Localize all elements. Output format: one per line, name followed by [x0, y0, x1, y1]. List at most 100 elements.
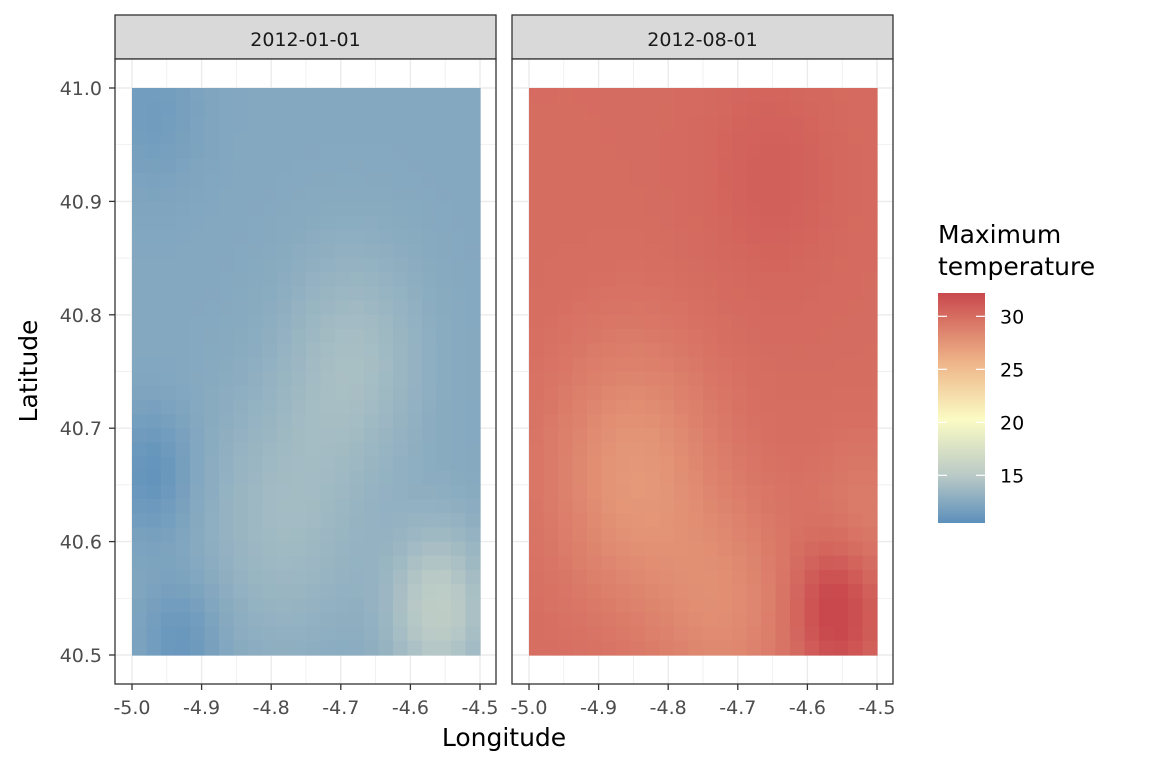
heatmap-cell — [407, 513, 423, 529]
heatmap-cell — [393, 428, 409, 443]
heatmap-cell — [291, 300, 307, 316]
heatmap-cell — [717, 470, 733, 486]
heatmap-cell — [335, 442, 351, 458]
heatmap-cell — [819, 555, 835, 571]
heatmap-cell — [161, 173, 177, 188]
heatmap-cell — [335, 598, 351, 614]
heatmap-cell — [378, 626, 394, 642]
heatmap-cell — [587, 357, 603, 373]
heatmap-cell — [717, 272, 733, 288]
heatmap-cell — [819, 541, 835, 557]
heatmap-cell — [746, 328, 762, 344]
heatmap-cell — [601, 428, 617, 443]
heatmap-cell — [146, 272, 162, 288]
heatmap-cell — [233, 357, 249, 373]
heatmap-cell — [132, 371, 148, 387]
heatmap-cell — [175, 399, 191, 415]
heatmap-cell — [862, 484, 878, 500]
heatmap-cell — [219, 173, 235, 188]
heatmap-cell — [262, 300, 278, 316]
heatmap-cell — [717, 173, 733, 188]
heatmap-cell — [233, 201, 249, 217]
heatmap-cell — [804, 484, 820, 500]
heatmap-cell — [233, 555, 249, 571]
heatmap-cell — [132, 626, 148, 642]
heatmap-cell — [862, 399, 878, 415]
heatmap-cell — [659, 187, 675, 202]
heatmap-cell — [465, 144, 481, 160]
heatmap-cell — [465, 470, 481, 486]
heatmap-cell — [529, 569, 545, 585]
heatmap-cell — [790, 88, 806, 103]
heatmap-cell — [190, 201, 206, 217]
heatmap-cell — [833, 456, 849, 472]
heatmap-cell — [543, 357, 559, 373]
heatmap-cell — [848, 640, 864, 656]
heatmap-cell — [248, 470, 264, 486]
heatmap-cell — [601, 442, 617, 458]
heatmap-cell — [378, 201, 394, 217]
heatmap-cell — [688, 555, 704, 571]
heatmap-cell — [558, 640, 574, 656]
heatmap-cell — [674, 314, 690, 330]
heatmap-cell — [587, 229, 603, 245]
heatmap-cell — [862, 229, 878, 245]
heatmap-cell — [572, 385, 588, 401]
heatmap-cell — [204, 272, 220, 288]
heatmap-cell — [262, 456, 278, 472]
heatmap-cell — [364, 584, 380, 599]
heatmap-cell — [320, 484, 336, 500]
heatmap-cell — [688, 258, 704, 273]
heatmap-cell — [248, 527, 264, 543]
y-axis-title: Latitude — [14, 320, 43, 423]
heatmap-cell — [451, 243, 467, 259]
heatmap-cell — [219, 328, 235, 344]
heatmap-cell — [364, 569, 380, 585]
heatmap-cell — [219, 357, 235, 373]
heatmap-cell — [393, 385, 409, 401]
heatmap-cell — [146, 187, 162, 202]
heatmap-cell — [775, 499, 791, 514]
heatmap-cell — [335, 385, 351, 401]
heatmap-cell — [862, 272, 878, 288]
heatmap-cell — [616, 187, 632, 202]
heatmap-cell — [804, 470, 820, 486]
heatmap-cell — [465, 215, 481, 231]
heatmap-cell — [465, 569, 481, 585]
heatmap-cell — [407, 187, 423, 202]
heatmap-cell — [529, 116, 545, 132]
heatmap-cell — [204, 555, 220, 571]
heatmap-cell — [732, 215, 748, 231]
heatmap-cell — [848, 499, 864, 514]
heatmap-cell — [378, 116, 394, 132]
heatmap-cell — [436, 640, 452, 656]
heatmap-cell — [616, 215, 632, 231]
heatmap-cell — [746, 385, 762, 401]
heatmap-cell — [761, 343, 777, 358]
heatmap-cell — [761, 158, 777, 174]
heatmap-cell — [819, 357, 835, 373]
heatmap-cell — [659, 470, 675, 486]
heatmap-cell — [161, 541, 177, 557]
heatmap-cell — [306, 499, 322, 514]
heatmap-cell — [291, 201, 307, 217]
heatmap-cell — [436, 527, 452, 543]
heatmap-cell — [717, 258, 733, 273]
heatmap-cell — [436, 442, 452, 458]
heatmap-cell — [422, 300, 438, 316]
heatmap-cell — [529, 229, 545, 245]
heatmap-cell — [862, 569, 878, 585]
heatmap-cell — [616, 513, 632, 529]
heatmap-cell — [291, 499, 307, 514]
heatmap-cell — [804, 414, 820, 429]
heatmap-cell — [572, 286, 588, 302]
heatmap-cell — [790, 314, 806, 330]
heatmap-cell — [833, 626, 849, 642]
heatmap-cell — [291, 399, 307, 415]
heatmap-cell — [436, 158, 452, 174]
heatmap-cell — [659, 584, 675, 599]
heatmap-cell — [277, 385, 293, 401]
heatmap-cell — [306, 144, 322, 160]
heatmap-cell — [320, 328, 336, 344]
heatmap-cell — [587, 286, 603, 302]
